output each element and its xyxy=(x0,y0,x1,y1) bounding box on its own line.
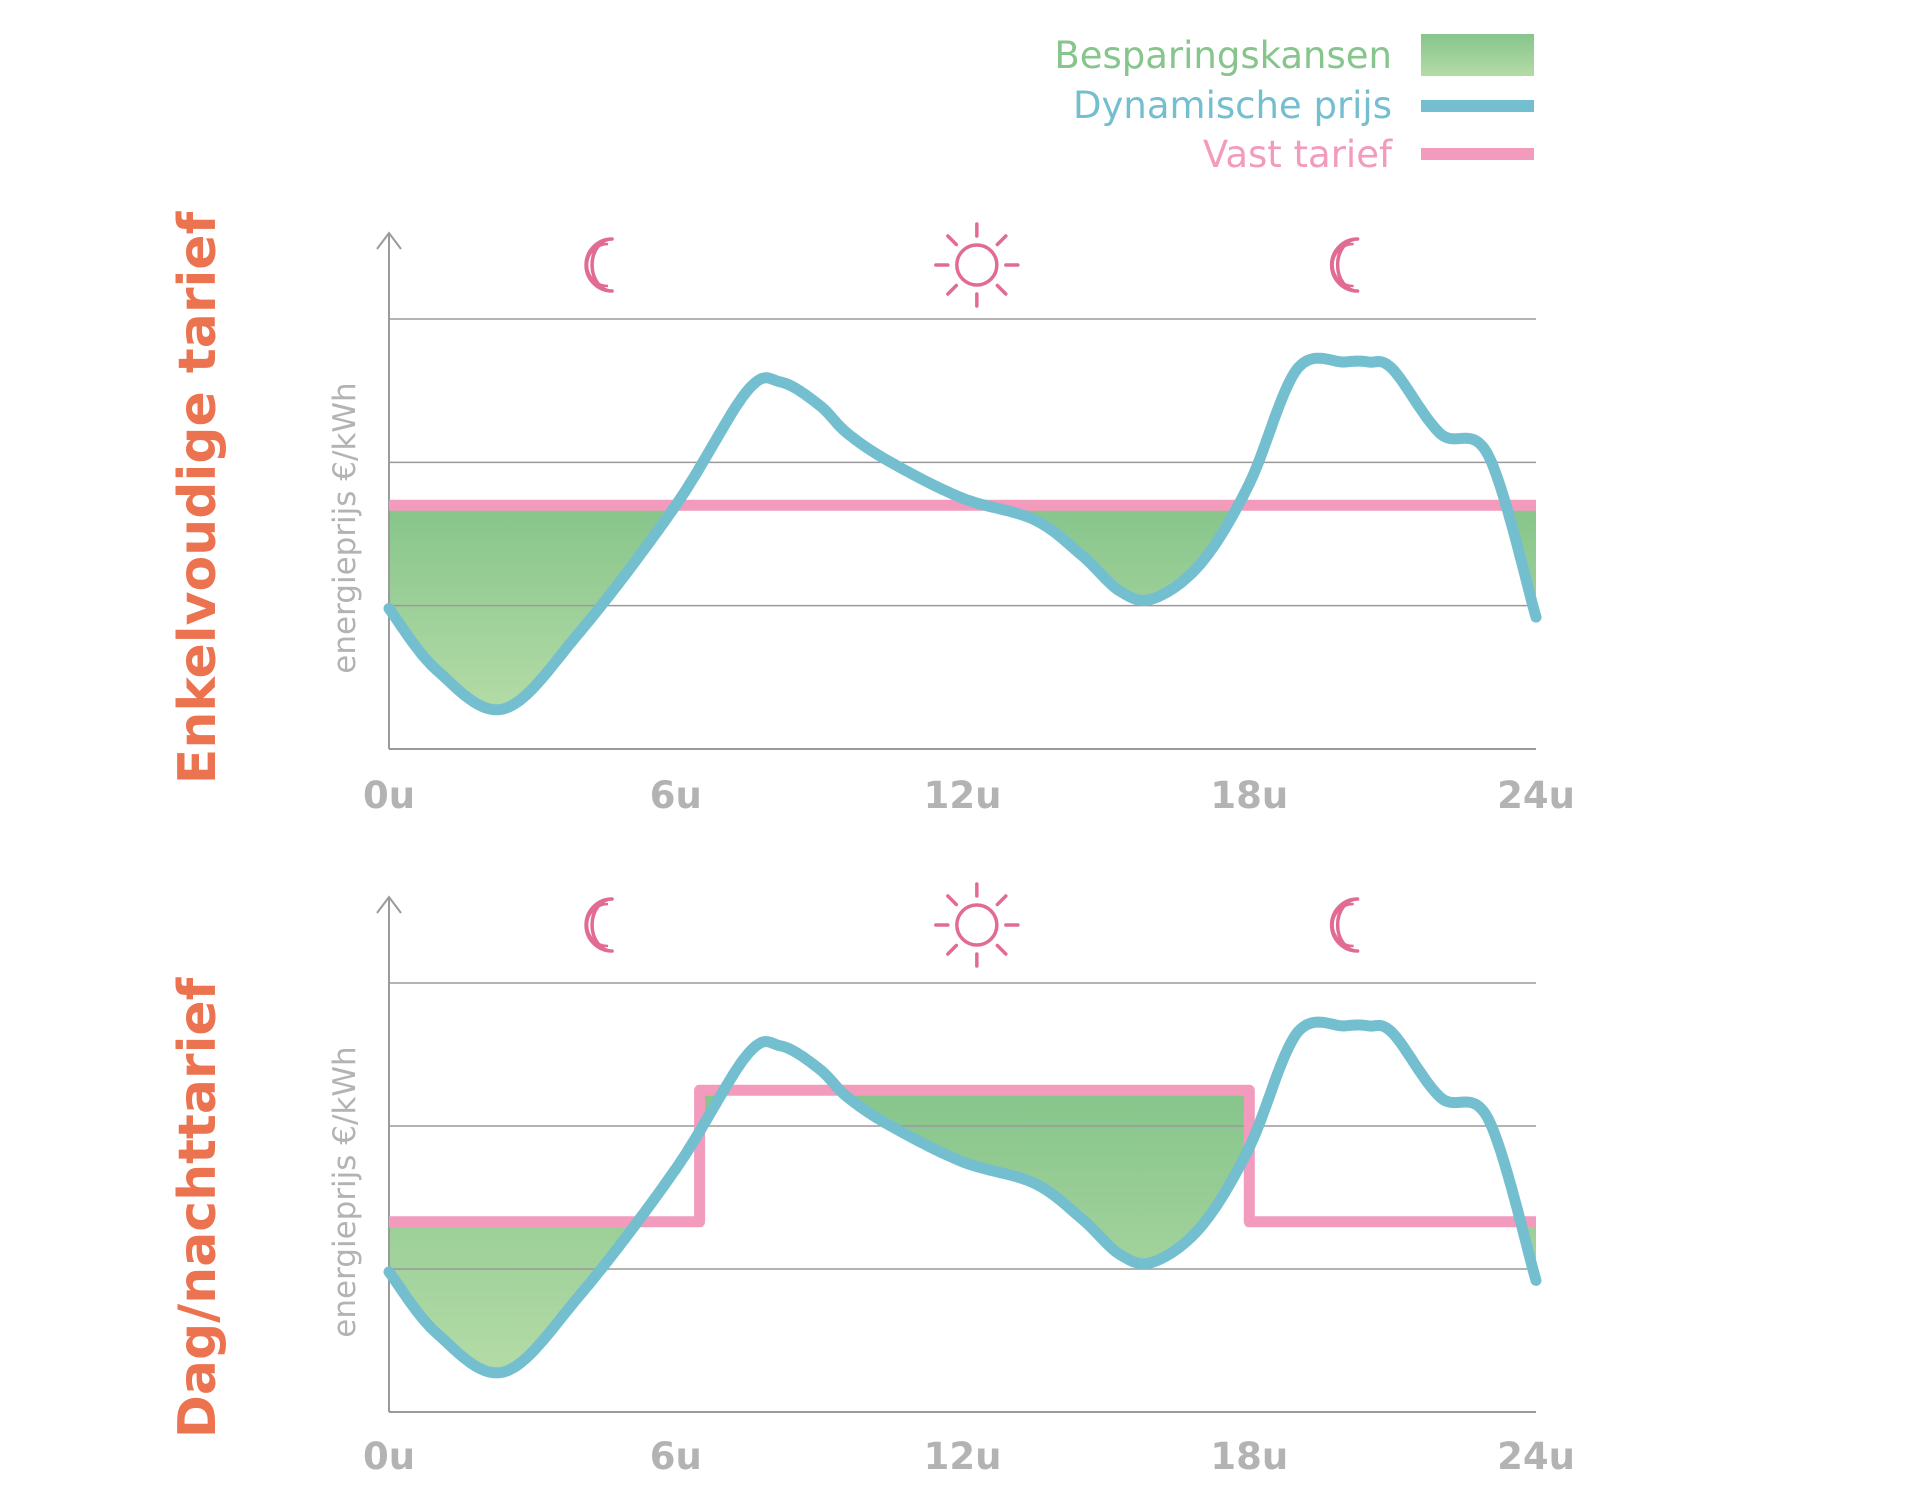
chart-day-night-rate: 0u 6u 12u 18u 24u xyxy=(363,882,1575,1478)
sun-icon xyxy=(934,222,1020,308)
panel-title-single-rate: Enkelvoudige tarief xyxy=(168,210,228,784)
legend-fixed-label: Vast tarief xyxy=(1203,133,1393,176)
sun-icon xyxy=(934,882,1020,968)
series-dynamische-prijs xyxy=(383,352,1542,716)
x-tick-label: 0u xyxy=(363,774,415,817)
chart-single-rate: 0u 6u 12u 18u 24u xyxy=(363,222,1575,817)
x-tick-label: 12u xyxy=(924,1435,1002,1478)
x-tick-label: 0u xyxy=(363,1435,415,1478)
panel-title-day-night-rate: Dag/nachttarief xyxy=(168,976,228,1438)
legend-savings-swatch xyxy=(1421,34,1534,76)
moon-icon xyxy=(1329,237,1360,293)
x-tick-label: 6u xyxy=(650,774,702,817)
x-tick-label: 18u xyxy=(1210,1435,1288,1478)
panel-single-rate: Enkelvoudige tarief energieprijs €/kWh 0… xyxy=(168,210,1575,817)
y-axis-label-single-rate: energieprijs €/kWh xyxy=(327,382,363,673)
panel-day-night-rate: Dag/nachttarief energieprijs €/kWh 0u 6u 1… xyxy=(168,882,1575,1478)
moon-icon xyxy=(584,897,614,953)
legend: Besparingskansen Dynamische prijs Vast t… xyxy=(1054,34,1534,176)
moon-icon xyxy=(584,237,614,293)
x-tick-label: 24u xyxy=(1497,1435,1575,1478)
series-dynamische-prijs xyxy=(383,1016,1542,1379)
y-axis-arrow-icon xyxy=(376,231,402,250)
x-tick-label: 6u xyxy=(650,1435,702,1478)
legend-dynamic-label: Dynamische prijs xyxy=(1073,84,1392,127)
savings-area xyxy=(389,1090,1536,1373)
series-vast-tarief xyxy=(389,1084,1536,1228)
x-tick-label: 12u xyxy=(924,774,1002,817)
savings-area xyxy=(389,505,1536,710)
x-tick-label: 24u xyxy=(1497,774,1575,817)
legend-savings-label: Besparingskansen xyxy=(1054,34,1392,77)
y-axis-arrow-icon xyxy=(376,895,402,914)
y-axis-label-day-night-rate: energieprijs €/kWh xyxy=(327,1046,363,1337)
x-tick-label: 18u xyxy=(1210,774,1288,817)
moon-icon xyxy=(1329,897,1360,953)
